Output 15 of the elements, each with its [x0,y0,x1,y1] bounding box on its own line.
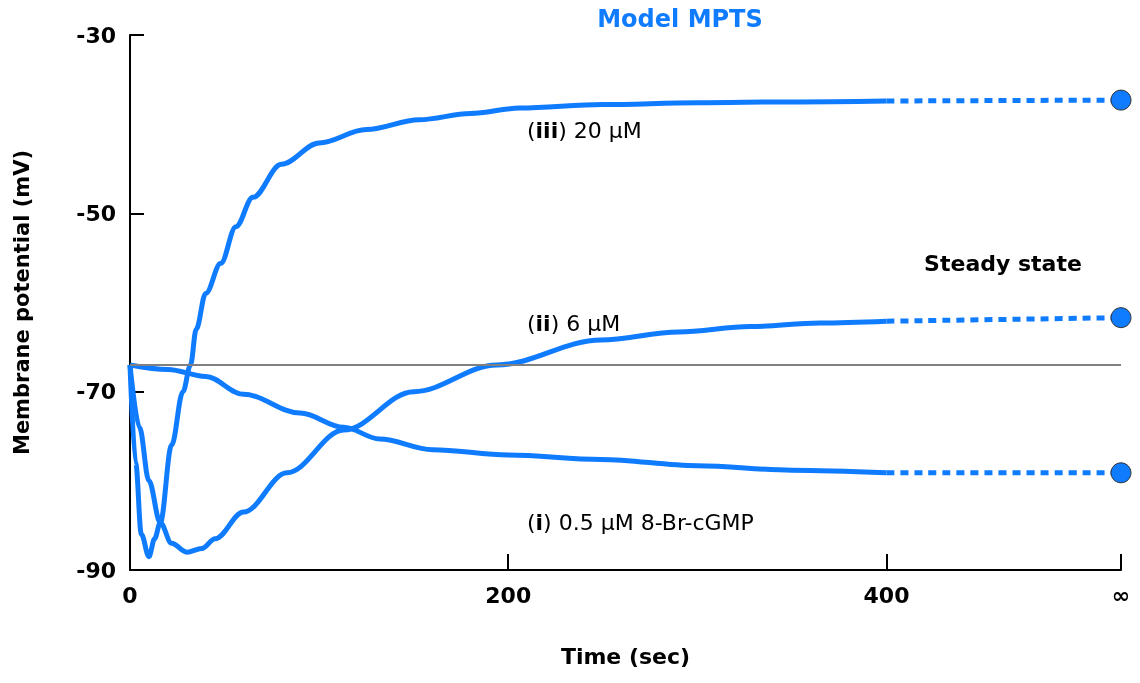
y-axis-title: Membrane potential (mV) [9,149,34,456]
y-tick-label: -90 [76,557,116,583]
y-tick-label: -70 [76,379,116,405]
x-tick-label: 400 [863,582,910,608]
x-tick-label: 0 [122,582,138,608]
series-label: (ii) 6 μM [527,310,621,336]
x-tick-label: 200 [485,582,532,608]
x-axis-title: Time (sec) [560,643,691,669]
y-tick-label: -50 [76,200,116,226]
series-label: (i) 0.5 μM 8-Br-cGMP [527,509,754,535]
y-tick-label: -30 [76,22,116,48]
chart-title: Model MPTS [597,5,763,33]
annotation: Steady state [924,250,1082,276]
x-tick-label: ∞ [1111,582,1131,608]
series-label: (iii) 20 μM [527,117,642,143]
